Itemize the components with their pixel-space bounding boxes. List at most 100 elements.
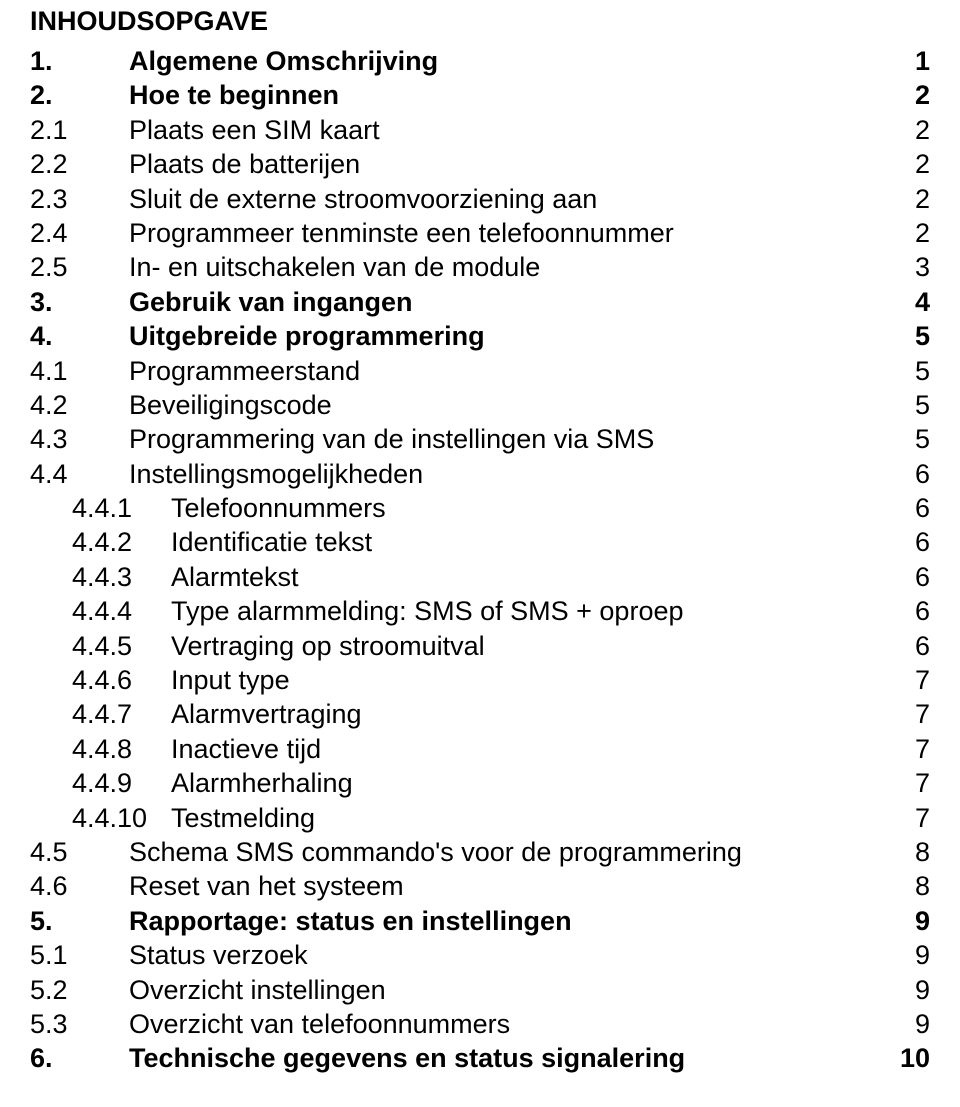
toc-entry-number: 5.3 [30,1008,129,1040]
document-page: INHOUDSOPGAVE 1.Algemene Omschrijving12.… [0,0,960,1107]
toc-entry-page: 8 [890,836,930,868]
toc-row: 4.6Reset van het systeem8 [30,870,930,902]
toc-entry-page: 5 [890,389,930,421]
toc-entry-number: 4.4.9 [72,767,171,799]
toc-row: 4.Uitgebreide programmering5 [30,320,930,352]
toc-entry-page: 7 [890,664,930,696]
toc-row: 3.Gebruik van ingangen4 [30,286,930,318]
toc-row: 4.4.3Alarmtekst6 [30,561,930,593]
toc-row: 4.3Programmering van de instellingen via… [30,423,930,455]
toc-entry-page: 6 [890,458,930,490]
toc-entry-text: Overzicht van telefoonnummers [129,1008,890,1040]
toc-entry-number: 4.4.3 [72,561,171,593]
toc-entry-number: 4.4.4 [72,595,171,627]
toc-entry-text: Instellingsmogelijkheden [129,458,890,490]
toc-entry-page: 5 [890,423,930,455]
toc-row: 4.4.1Telefoonnummers6 [30,492,930,524]
toc-row: 4.4.9Alarmherhaling7 [30,767,930,799]
toc-entry-text: Input type [171,664,890,696]
toc-entry-text: Identificatie tekst [171,526,890,558]
toc-row: 2.3Sluit de externe stroomvoorziening aa… [30,183,930,215]
toc-entry-text: Alarmtekst [171,561,890,593]
toc-entry-page: 9 [890,1008,930,1040]
toc-entry-text: Sluit de externe stroomvoorziening aan [129,183,890,215]
toc-entry-text: Programmering van de instellingen via SM… [129,423,890,455]
toc-row: 2.4Programmeer tenminste een telefoonnum… [30,217,930,249]
toc-entry-text: Beveiligingscode [129,389,890,421]
toc-entry-number: 5.1 [30,939,129,971]
toc-entry-number: 2.2 [30,148,129,180]
toc-row: 5.Rapportage: status en instellingen9 [30,905,930,937]
toc-entry-page: 7 [890,767,930,799]
toc-entry-number: 4.3 [30,423,129,455]
toc-entry-number: 4.6 [30,870,129,902]
toc-row: 5.1Status verzoek9 [30,939,930,971]
toc-entry-number: 4.4.2 [72,526,171,558]
toc-entry-page: 6 [890,630,930,662]
toc-row: 4.4.4Type alarmmelding: SMS of SMS + opr… [30,595,930,627]
toc-row: 4.2Beveiligingscode5 [30,389,930,421]
toc-title: INHOUDSOPGAVE [30,6,930,37]
toc-entry-number: 4.5 [30,836,129,868]
toc-entry-number: 4.4.8 [72,733,171,765]
toc-entry-text: Programmeer tenminste een telefoonnummer [129,217,890,249]
toc-entry-number: 2.5 [30,251,129,283]
toc-entry-page: 9 [890,939,930,971]
toc-entry-page: 4 [890,286,930,318]
toc-entry-page: 6 [890,492,930,524]
toc-entry-text: Programmeerstand [129,355,890,387]
toc-entry-text: Alarmvertraging [171,698,890,730]
toc-entry-page: 2 [890,114,930,146]
toc-entry-page: 3 [890,251,930,283]
toc-entry-number: 4.1 [30,355,129,387]
toc-entry-page: 7 [890,698,930,730]
toc-entry-number: 4.4.7 [72,698,171,730]
toc-row: 2.5In- en uitschakelen van de module3 [30,251,930,283]
toc-entry-page: 2 [890,183,930,215]
toc-entry-text: Inactieve tijd [171,733,890,765]
toc-entry-number: 4. [30,320,129,352]
toc-entry-number: 5. [30,905,129,937]
toc-entry-number: 2.4 [30,217,129,249]
toc-row: 4.4.10Testmelding7 [30,802,930,834]
toc-entry-text: Status verzoek [129,939,890,971]
toc-entry-text: Vertraging op stroomuitval [171,630,890,662]
toc-row: 4.4.2Identificatie tekst6 [30,526,930,558]
toc-entry-text: Testmelding [171,802,890,834]
toc-entry-page: 5 [890,320,930,352]
toc-entry-number: 4.4.6 [72,664,171,696]
toc-entry-text: Hoe te beginnen [129,79,890,111]
toc-entry-page: 7 [890,802,930,834]
toc-entry-text: In- en uitschakelen van de module [129,251,890,283]
toc-entry-page: 9 [890,974,930,1006]
toc-entry-number: 1. [30,45,129,77]
toc-entry-text: Technische gegevens en status signalerin… [129,1042,890,1074]
toc-row: 1.Algemene Omschrijving1 [30,45,930,77]
toc-row: 2.1Plaats een SIM kaart2 [30,114,930,146]
toc-entry-number: 4.4.5 [72,630,171,662]
toc-row: 4.4.8Inactieve tijd7 [30,733,930,765]
toc-entry-text: Telefoonnummers [171,492,890,524]
toc-entry-page: 6 [890,526,930,558]
toc-entry-page: 5 [890,355,930,387]
toc-entry-text: Gebruik van ingangen [129,286,890,318]
toc-entry-text: Plaats een SIM kaart [129,114,890,146]
toc-row: 2.Hoe te beginnen2 [30,79,930,111]
toc-entry-page: 10 [890,1042,930,1074]
toc-row: 5.3Overzicht van telefoonnummers9 [30,1008,930,1040]
toc-entry-text: Plaats de batterijen [129,148,890,180]
toc-row: 4.1Programmeerstand5 [30,355,930,387]
toc-entry-number: 2. [30,79,129,111]
toc-row: 4.4.7Alarmvertraging7 [30,698,930,730]
toc-entry-number: 4.4.1 [72,492,171,524]
toc-entry-page: 6 [890,561,930,593]
toc-entry-page: 6 [890,595,930,627]
toc-entry-text: Algemene Omschrijving [129,45,890,77]
toc-entry-text: Schema SMS commando's voor de programmer… [129,836,890,868]
toc-entry-page: 2 [890,79,930,111]
toc-entry-number: 4.4 [30,458,129,490]
toc-entry-number: 4.2 [30,389,129,421]
toc-entry-text: Alarmherhaling [171,767,890,799]
toc-row: 4.4.5Vertraging op stroomuitval6 [30,630,930,662]
toc-entry-number: 2.1 [30,114,129,146]
